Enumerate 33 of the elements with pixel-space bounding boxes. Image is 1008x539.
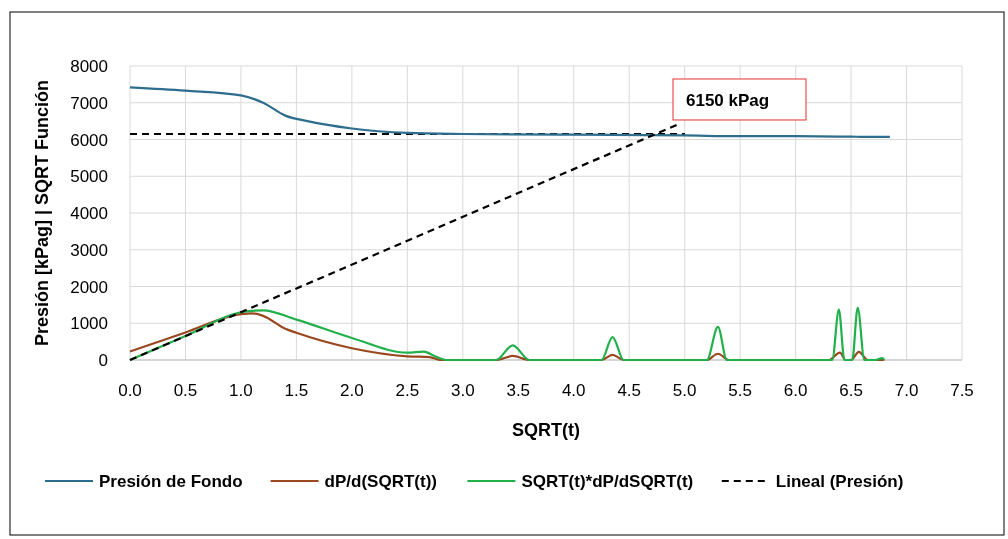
legend-label: dP/d(SQRT(t)) xyxy=(324,472,437,491)
x-tick-label: 0.5 xyxy=(173,381,198,400)
x-tick-label: 1.0 xyxy=(229,381,253,400)
x-tick-label: 6.0 xyxy=(783,381,808,400)
y-tick-label: 8000 xyxy=(70,57,108,76)
legend-label: Lineal (Presión) xyxy=(775,472,904,491)
y-tick-label: 4000 xyxy=(70,204,108,223)
x-tick-label: 6.5 xyxy=(839,381,863,400)
y-axis-title: Presión [kPag] | SQRT Función xyxy=(32,79,52,347)
x-tick-label: 1.5 xyxy=(284,381,309,400)
legend-label: Presión de Fondo xyxy=(99,472,243,491)
y-tick-label: 3000 xyxy=(70,240,108,260)
x-tick-label: 0.0 xyxy=(118,381,142,400)
x-tick-label: 4.5 xyxy=(617,381,642,400)
y-tick-label: 1000 xyxy=(70,314,108,334)
y-tick-label: 2000 xyxy=(70,277,108,297)
x-tick-label: 3.5 xyxy=(506,381,531,400)
y-tick-label: 0 xyxy=(98,351,108,370)
x-axis-title: SQRT(t) xyxy=(512,420,580,440)
x-tick-label: 2.5 xyxy=(395,381,420,400)
x-tick-label: 2.0 xyxy=(340,381,364,400)
y-tick-label: 7000 xyxy=(70,93,108,113)
x-tick-label: 7.5 xyxy=(950,381,974,400)
y-tick-label: 6000 xyxy=(70,130,108,150)
x-tick-label: 7.0 xyxy=(894,381,919,400)
x-tick-label: 5.0 xyxy=(672,381,697,400)
line-series xyxy=(128,86,891,139)
x-tick-label: 3.0 xyxy=(450,381,475,400)
x-tick-label: 5.5 xyxy=(728,381,752,400)
y-tick-label: 5000 xyxy=(70,167,108,187)
legend-label: SQRT(t)*dP/dSQRT(t) xyxy=(521,472,694,491)
ref-line-label: 6150 kPag xyxy=(686,90,770,110)
x-tick-label: 4.0 xyxy=(561,381,586,400)
